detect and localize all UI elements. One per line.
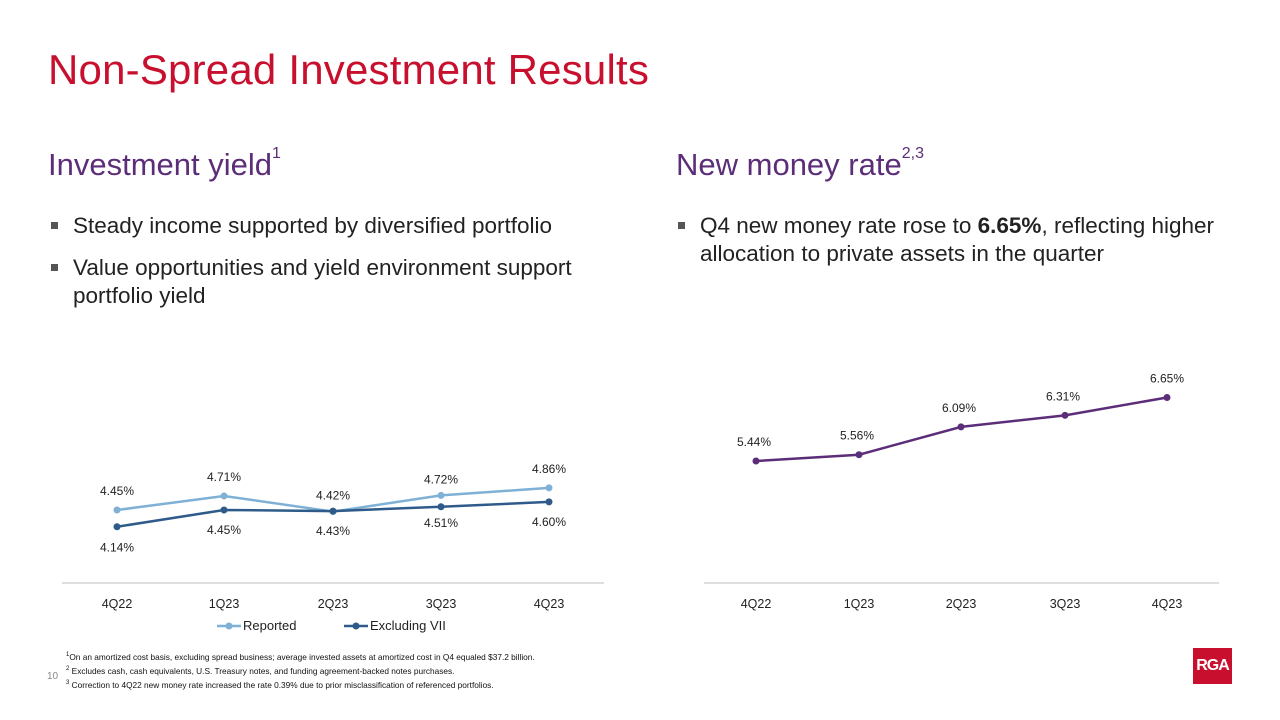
data-point: [329, 507, 337, 515]
x-tick-label: 4Q22: [741, 597, 772, 611]
data-label: 5.44%: [737, 435, 771, 449]
footnote-2: 2 Excludes cash, cash equivalents, U.S. …: [66, 663, 535, 677]
data-point: [1163, 393, 1171, 401]
footnote-text: On an amortized cost basis, excluding sp…: [69, 651, 535, 662]
bullet-item: Q4 new money rate rose to 6.65%, reflect…: [676, 212, 1246, 268]
data-point: [545, 498, 553, 506]
investment-yield-footnote-ref: 1: [272, 145, 281, 162]
data-point: [545, 484, 553, 492]
data-label: 6.65%: [1150, 371, 1184, 385]
data-point: [113, 506, 121, 514]
x-tick-label: 1Q23: [844, 597, 875, 611]
bullet-highlight-value: 6.65%: [977, 213, 1042, 238]
data-label: 4.45%: [100, 484, 134, 498]
data-point: [113, 523, 121, 531]
data-label: 4.51%: [424, 516, 458, 530]
investment-yield-bullets: Steady income supported by diversified p…: [49, 212, 609, 324]
x-tick-label: 4Q23: [1152, 597, 1183, 611]
data-point: [855, 451, 863, 459]
data-label: 4.72%: [424, 472, 458, 486]
x-tick-label: 3Q23: [426, 597, 457, 611]
investment-yield-heading: Investment yield1: [48, 145, 281, 183]
x-tick-label: 2Q23: [318, 597, 349, 611]
new-money-rate-footnote-ref: 2,3: [901, 145, 924, 162]
legend-label: Excluding VII: [370, 618, 446, 633]
data-label: 4.43%: [316, 524, 350, 538]
data-point: [437, 503, 445, 511]
footnote-text: Correction to 4Q22 new money rate increa…: [71, 679, 494, 690]
data-label: 4.71%: [207, 470, 241, 484]
data-point: [957, 423, 965, 431]
x-tick-label: 3Q23: [1050, 597, 1081, 611]
data-label: 6.31%: [1046, 389, 1080, 403]
footnote-1: 1On an amortized cost basis, excluding s…: [66, 649, 535, 663]
page-number: 10: [47, 671, 59, 682]
bullet-text-pre: Q4 new money rate rose to: [700, 213, 978, 238]
data-label: 6.09%: [942, 401, 976, 415]
legend-marker: [225, 622, 233, 630]
footnote-marker: 2: [66, 665, 70, 672]
data-point: [437, 491, 445, 499]
rga-logo: RGA: [1193, 648, 1232, 684]
legend-label: Reported: [243, 618, 296, 633]
data-label: 4.86%: [532, 462, 566, 476]
x-tick-label: 4Q22: [102, 597, 133, 611]
new-money-rate-bullets: Q4 new money rate rose to 6.65%, reflect…: [676, 212, 1246, 282]
data-point: [752, 457, 760, 465]
data-label: 4.45%: [207, 523, 241, 537]
x-tick-label: 4Q23: [534, 597, 565, 611]
data-label: 4.14%: [100, 541, 134, 555]
footnote-3: 3 Correction to 4Q22 new money rate incr…: [66, 677, 535, 691]
data-label: 4.60%: [532, 515, 566, 529]
bullet-text-post: , reflecting higher allocation to privat…: [700, 213, 1215, 266]
footnote-marker: 3: [66, 679, 70, 686]
x-tick-label: 2Q23: [946, 597, 977, 611]
x-tick-label: 1Q23: [209, 597, 240, 611]
new-money-rate-heading-text: New money rate: [676, 147, 902, 182]
data-label: 4.42%: [316, 489, 350, 503]
legend-marker: [352, 622, 360, 630]
data-point: [220, 492, 228, 500]
data-point: [220, 506, 228, 514]
data-label: 5.56%: [840, 429, 874, 443]
bullet-item: Value opportunities and yield environmen…: [49, 254, 609, 310]
footnotes: 1On an amortized cost basis, excluding s…: [66, 649, 535, 691]
footnote-text: Excludes cash, cash equivalents, U.S. Tr…: [71, 665, 455, 676]
new-money-rate-heading: New money rate2,3: [676, 145, 924, 183]
page-title: Non-Spread Investment Results: [48, 46, 650, 93]
footnote-marker: 1: [66, 652, 70, 658]
data-point: [1061, 411, 1069, 419]
bullet-item: Steady income supported by diversified p…: [49, 212, 609, 240]
investment-yield-heading-text: Investment yield: [48, 147, 272, 182]
